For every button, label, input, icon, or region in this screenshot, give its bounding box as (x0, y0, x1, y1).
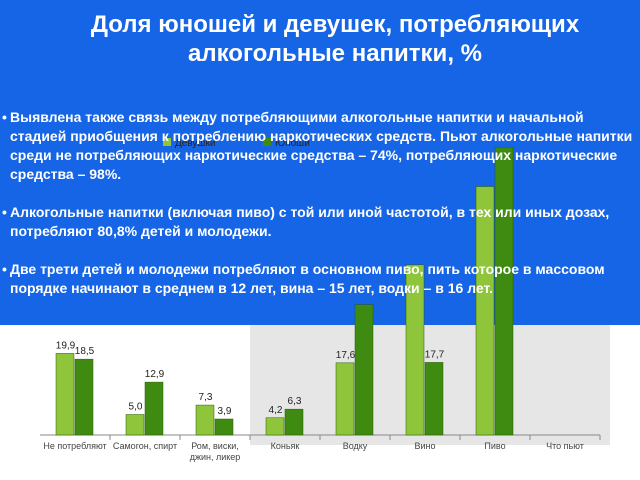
value-label: 4,2 (269, 405, 283, 416)
title: Доля юношей и девушек, потребляющих алко… (90, 11, 580, 67)
bar (55, 353, 75, 436)
bar (74, 358, 94, 436)
x-tick-label: Что пьют (546, 441, 584, 451)
bar (125, 414, 145, 436)
value-label: 5,0 (129, 402, 143, 413)
bar (284, 408, 304, 436)
x-tick-label: Пиво (484, 441, 506, 451)
bar (354, 304, 374, 436)
bullet-list: Выявлена также связь между потребляющими… (2, 108, 638, 317)
value-label: 6,3 (288, 396, 302, 407)
x-tick-label: Водку (342, 441, 368, 451)
x-tick-label: Не потребляют (43, 441, 107, 451)
x-tick-label: Самогон, спирт (112, 441, 178, 451)
bar (424, 362, 444, 436)
value-label: 18,5 (75, 346, 95, 357)
bullet: Выявлена также связь между потребляющими… (2, 108, 638, 184)
bullet: Алкогольные напитки (включая пиво) с той… (2, 203, 638, 241)
value-label: 19,9 (56, 340, 76, 351)
x-tick-label: Ром, виски, джин, ликер (189, 441, 241, 462)
value-label: 7,3 (199, 392, 213, 403)
x-tick-label: Вино (414, 441, 436, 451)
bar (475, 186, 495, 436)
value-label: 17,7 (425, 349, 445, 360)
x-tick-label: Коньяк (270, 441, 300, 451)
bullet: Две трети детей и молодежи потребляют в … (2, 260, 638, 298)
bar (265, 417, 285, 436)
value-label: 17,6 (336, 350, 356, 361)
bar (214, 418, 234, 436)
bar (195, 404, 215, 436)
bar (144, 381, 164, 436)
value-label: 12,9 (145, 369, 165, 380)
bar (335, 362, 355, 436)
value-label: 3,9 (218, 406, 232, 417)
